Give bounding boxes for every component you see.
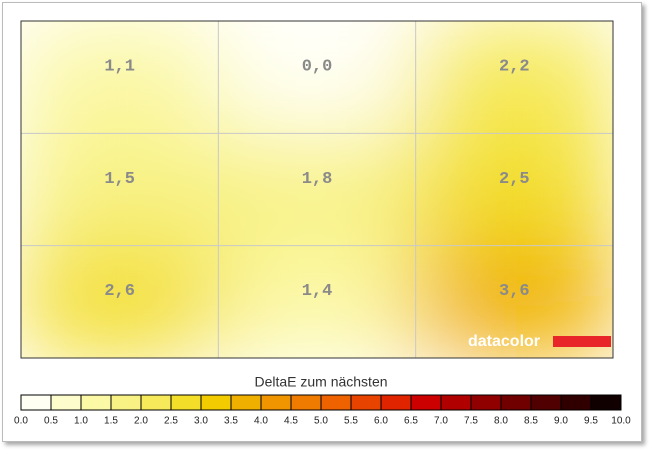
colorbar-segment [141, 395, 171, 410]
colorbar-segment [441, 395, 471, 410]
heat-cell [415, 133, 613, 246]
colorbar-segment [171, 395, 201, 410]
colorbar-segment [381, 395, 411, 410]
heat-cell [218, 133, 416, 246]
heat-cell [21, 245, 219, 358]
colorbar-tick-label: 10.0 [611, 416, 631, 427]
heat-cell [21, 21, 219, 134]
watermark: datacolor [468, 333, 540, 350]
cell-label: 0,0 [302, 57, 333, 76]
cell-label: 1,8 [302, 170, 333, 189]
colorbar-tick-label: 3.5 [224, 416, 238, 427]
colorbar-segment [531, 395, 561, 410]
colorbar-tick-label: 7.0 [434, 416, 448, 427]
cell-label: 2,6 [104, 282, 135, 301]
heat-cell [218, 245, 416, 358]
colorbar-segment [111, 395, 141, 410]
chart: 1,1 0,0 2,2 1,5 1,8 2,5 2,6 1,4 3,6 datacolor Del… [14, 20, 631, 427]
colorbar-tick-label: 4.0 [254, 416, 268, 427]
colorbar-segment [261, 395, 291, 410]
cell-label: 2,2 [499, 57, 530, 76]
colorbar-segment [351, 395, 381, 410]
colorbar-segment [231, 395, 261, 410]
colorbar-tick-label: 8.5 [524, 416, 538, 427]
colorbar-segment [321, 395, 351, 410]
colorbar-segment [591, 395, 621, 410]
cell-label: 1,5 [104, 170, 135, 189]
colorbar-segment [471, 395, 501, 410]
colorbar-segment [21, 395, 51, 410]
colorbar-segment [201, 395, 231, 410]
colorbar-tick-label: 7.5 [464, 416, 478, 427]
colorbar-segment [51, 395, 81, 410]
colorbar-tick-label: 1.5 [104, 416, 118, 427]
heat-cell [218, 21, 416, 134]
frame: 1,1 0,0 2,2 1,5 1,8 2,5 2,6 1,4 3,6 datacolor Del… [2, 2, 642, 442]
colorbar-tick-label: 3.0 [194, 416, 208, 427]
colorbar-segment [81, 395, 111, 410]
colorbar-tick-label: 6.0 [374, 416, 388, 427]
heat-cell [21, 133, 219, 246]
cell-label: 1,4 [302, 282, 333, 301]
colorbar-tick-label: 9.5 [584, 416, 598, 427]
colorbar-tick-label: 9.0 [554, 416, 568, 427]
colorbar-tick-label: 6.5 [404, 416, 418, 427]
watermark-bar [553, 336, 611, 347]
colorbar-segment [501, 395, 531, 410]
colorbar-tick-label: 8.0 [494, 416, 508, 427]
colorbar-segment [411, 395, 441, 410]
colorbar-tick-label: 0.5 [44, 416, 58, 427]
plot-border [20, 20, 614, 359]
cell-label: 2,5 [499, 170, 530, 189]
cell-label: 3,6 [499, 282, 530, 301]
colorbar-tick-label: 4.5 [284, 416, 298, 427]
colorbar-tick-label: 0.0 [14, 416, 28, 427]
colorbar-tick-label: 2.0 [134, 416, 148, 427]
chart-title: DeltaE zum nächsten [254, 374, 387, 390]
colorbar-segment [291, 395, 321, 410]
colorbar-tick-label: 1.0 [74, 416, 88, 427]
colorbar-tick-label: 2.5 [164, 416, 178, 427]
heat-cell [415, 21, 613, 134]
colorbar-tick-label: 5.0 [314, 416, 328, 427]
cell-label: 1,1 [104, 57, 135, 76]
colorbar-tick-label: 5.5 [344, 416, 358, 427]
colorbar-segment [561, 395, 591, 410]
